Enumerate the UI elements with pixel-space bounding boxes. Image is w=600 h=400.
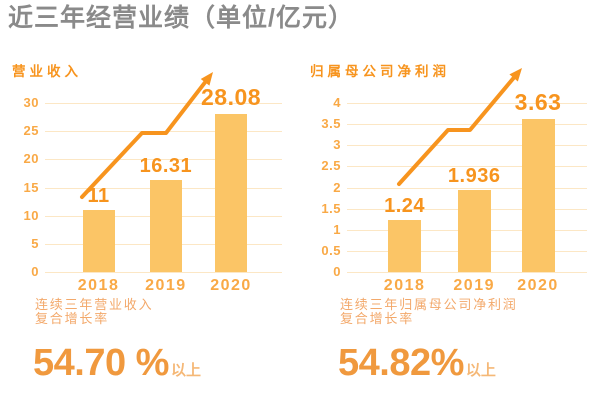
x-axis-label: 2019 [453, 277, 495, 294]
revenue-cagr-caption-line1: 连续三年营业收入 [35, 297, 154, 312]
bar-value-label: 28.08 [201, 83, 262, 110]
y-axis-tick: 4 [333, 95, 341, 110]
y-axis-tick: 1 [333, 221, 341, 237]
bar-value-label: 3.63 [514, 88, 562, 115]
x-axis-label: 2018 [383, 277, 426, 294]
net-profit-chart-title: 归属母公司净利润 [310, 64, 450, 79]
bar-2020 [215, 113, 248, 272]
y-axis-tick: 0 [333, 264, 341, 279]
page-title: 近三年经营业绩（单位/亿元） [8, 4, 354, 32]
bar-2019 [457, 190, 491, 272]
y-axis-tick: 5 [31, 235, 39, 251]
net-profit-panel: 归属母公司净利润 0 0.5 1 1.5 2 2.5 3 3.5 4 1.24 2018 1.936 2… [310, 58, 598, 400]
gridline [45, 272, 282, 273]
bar-value-label: 1.24 [384, 194, 426, 217]
revenue-cagr-caption: 连续三年营业收入 复合增长率 [35, 298, 153, 326]
gridline [347, 272, 587, 273]
y-axis-tick: 1.5 [321, 200, 341, 216]
revenue-bar-chart: 0 5 10 15 20 25 30 11 2018 16.31 2019 28.08 2020 [8, 72, 282, 294]
y-axis-tick: 20 [23, 151, 39, 167]
net-profit-cagr-caption: 连续三年归属母公司净利润 复合增长率 [340, 298, 518, 326]
bar-value-label: 16.31 [139, 155, 193, 178]
x-axis-label: 2020 [210, 277, 252, 294]
revenue-cagr-caption-line2: 复合增长率 [35, 311, 110, 326]
y-axis-tick: 10 [23, 207, 39, 223]
bar-value-label: 11 [87, 185, 110, 208]
x-axis-label: 2020 [517, 277, 559, 294]
bar-value-label: 1.936 [447, 165, 501, 188]
y-axis-tick: 25 [23, 123, 39, 139]
bar-2018 [388, 219, 422, 272]
y-axis-tick: 0 [31, 264, 39, 279]
x-axis-label: 2018 [77, 277, 120, 294]
y-axis-tick: 15 [23, 179, 39, 195]
net-profit-cagr-percent: 54.82% [338, 342, 464, 384]
net-profit-cagr-caption-line1: 连续三年归属母公司净利润 [340, 297, 518, 312]
y-axis-tick: 3.5 [321, 116, 341, 132]
bar-2020 [521, 118, 555, 272]
revenue-cagr-suffix: 以上 [170, 362, 201, 379]
net-profit-cagr-caption-line2: 复合增长率 [340, 311, 415, 326]
y-axis-tick: 2.5 [321, 158, 341, 174]
y-axis-tick: 3 [333, 137, 341, 153]
y-axis-tick: 0.5 [321, 242, 341, 258]
revenue-chart-title: 营业收入 [12, 64, 82, 79]
y-axis-tick: 2 [333, 179, 341, 195]
revenue-cagr-percent: 54.70 % [33, 342, 169, 384]
gridline [347, 187, 587, 189]
bar-2019 [149, 180, 182, 272]
net-profit-cagr-suffix: 以上 [465, 362, 496, 379]
revenue-cagr-value: 54.70 % 以上 [33, 344, 201, 382]
x-axis-label: 2019 [145, 277, 187, 294]
net-profit-cagr-value: 54.82% 以上 [338, 344, 496, 382]
bar-2018 [82, 210, 115, 272]
revenue-panel: 营业收入 0 5 10 15 20 25 30 11 2018 16.31 2019 28.08 202… [8, 58, 302, 400]
net-profit-bar-chart: 0 0.5 1 1.5 2 2.5 3 3.5 4 1.24 2018 1.936 2019 3.63 20… [310, 68, 587, 294]
y-axis-tick: 30 [23, 95, 39, 110]
